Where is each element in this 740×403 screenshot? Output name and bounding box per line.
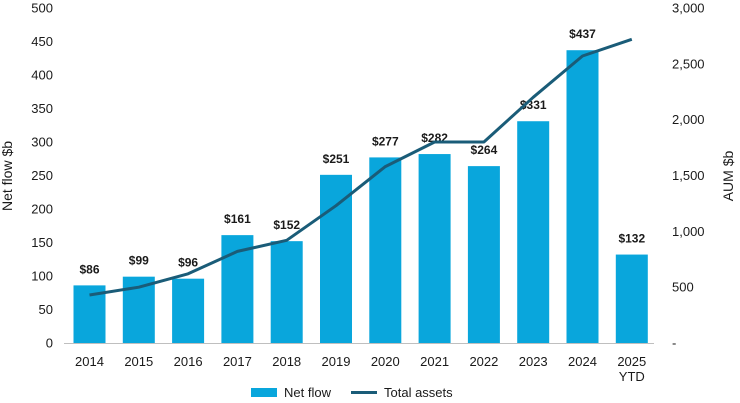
legend-label-net-flow: Net flow [284, 385, 332, 400]
legend-label-total-assets: Total assets [384, 385, 453, 400]
bar-data-label: $437 [569, 27, 596, 41]
y-tick-label-left: 200 [31, 202, 53, 217]
y-tick-label-right: 1,000 [672, 224, 705, 239]
x-tick-label: 2016 [174, 354, 203, 369]
bar [270, 241, 303, 343]
bar [566, 50, 599, 344]
bar [615, 254, 648, 343]
x-tick-label: 2024 [568, 354, 597, 369]
bar-data-label: $86 [79, 262, 99, 276]
y-tick-label-right: - [672, 336, 676, 351]
bar-data-label: $251 [323, 152, 350, 166]
y-tick-label-right: 1,500 [672, 168, 705, 183]
bar-series [73, 50, 648, 344]
bar [467, 166, 500, 343]
bar [418, 154, 451, 343]
x-tick-label: 2015 [124, 354, 153, 369]
y-tick-label-right: 500 [672, 280, 694, 295]
bar [221, 235, 254, 343]
x-tick-label: 2017 [223, 354, 252, 369]
y-tick-label-left: 0 [46, 336, 53, 351]
y-tick-label-right: 2,500 [672, 56, 705, 71]
x-tick-label: 2018 [272, 354, 301, 369]
y-tick-label-left: 250 [31, 168, 53, 183]
x-tick-label: 2019 [322, 354, 351, 369]
y-axis-left: 0 50 100 150 200 250 300 350 400 450 500 [31, 1, 53, 351]
y-tick-label-left: 450 [31, 34, 53, 49]
x-axis: 2014 2015 2016 2017 2018 2019 2020 2021 2022 2023… [64, 343, 654, 384]
y-tick-label-left: 350 [31, 101, 53, 116]
bar-data-label: $152 [273, 218, 300, 232]
legend: Net flow Total assets [251, 385, 453, 400]
y-tick-label-left: 50 [39, 302, 53, 317]
y-axis-right: - 500 1,000 1,500 2,000 2,500 3,000 [672, 1, 705, 351]
y-tick-label-left: 300 [31, 135, 53, 150]
x-tick-label: 2022 [469, 354, 498, 369]
bar-data-label: $277 [372, 134, 399, 148]
y-axis-title-left: Net flow $b [0, 141, 15, 211]
bar [172, 278, 205, 343]
x-tick-label: 2025 YTD [617, 354, 646, 384]
y-tick-label-right: 2,000 [672, 112, 705, 127]
bar-data-label: $96 [178, 256, 198, 270]
bar-data-label: $161 [224, 212, 251, 226]
y-tick-label-left: 150 [31, 235, 53, 250]
legend-swatch-net-flow [251, 388, 277, 397]
x-tick-label: 2020 [371, 354, 400, 369]
x-tick-label: 2023 [519, 354, 548, 369]
y-tick-label-left: 100 [31, 269, 53, 284]
bar [320, 174, 352, 343]
bar-data-label: $132 [618, 232, 645, 246]
y-tick-label-left: 500 [31, 1, 53, 16]
bar-data-labels: $86$99 $96$161 $152$251$277 $282$264$331$43… [79, 27, 645, 276]
bar [369, 157, 402, 343]
x-tick-label: 2021 [420, 354, 449, 369]
bar-data-label: $99 [129, 254, 149, 268]
total-assets-line [89, 37, 633, 297]
x-tick-label: 2014 [75, 354, 104, 369]
y-axis-title-right: AUM $b [720, 151, 736, 202]
bar [517, 121, 550, 343]
y-tick-label-left: 400 [31, 68, 53, 83]
y-tick-label-right: 3,000 [672, 1, 705, 16]
bar-data-label: $264 [471, 143, 498, 157]
